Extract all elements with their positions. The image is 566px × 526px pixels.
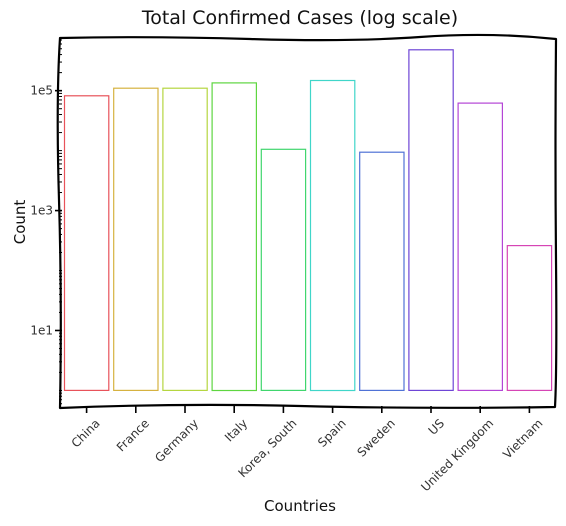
x-tick-label: Sweden [354, 416, 397, 459]
y-tick-label: 1e3 [30, 204, 53, 218]
x-tick-label: Vietnam [500, 416, 545, 461]
y-tick-label: 1e5 [30, 84, 53, 98]
y-axis-ticks: 1e1 1e3 1e5 [30, 39, 62, 405]
bar-us [408, 49, 454, 392]
y-axis-label: Count [11, 200, 29, 245]
x-tick-label: US [426, 416, 448, 438]
x-tick-label: Italy [222, 416, 250, 444]
bars [63, 49, 553, 392]
chart-title: Total Confirmed Cases (log scale) [141, 7, 458, 29]
x-tick-label: Germany [152, 416, 201, 465]
bar-vietnam [506, 245, 553, 392]
bar-france [113, 87, 159, 392]
x-axis-label: Countries [264, 497, 336, 515]
y-tick-label: 1e1 [30, 323, 53, 337]
bar-italy [211, 82, 258, 392]
bar-spain [309, 79, 356, 392]
bar-sweden [359, 151, 405, 391]
bar-korea-south [260, 148, 307, 392]
bar-china [63, 95, 110, 392]
plot-frame [56, 33, 558, 410]
x-tick-label: Spain [315, 416, 349, 450]
x-tick-label: China [69, 416, 103, 450]
bar-germany [162, 87, 208, 392]
x-tick-label: France [114, 416, 152, 454]
bar-united-kingdom [457, 102, 504, 391]
